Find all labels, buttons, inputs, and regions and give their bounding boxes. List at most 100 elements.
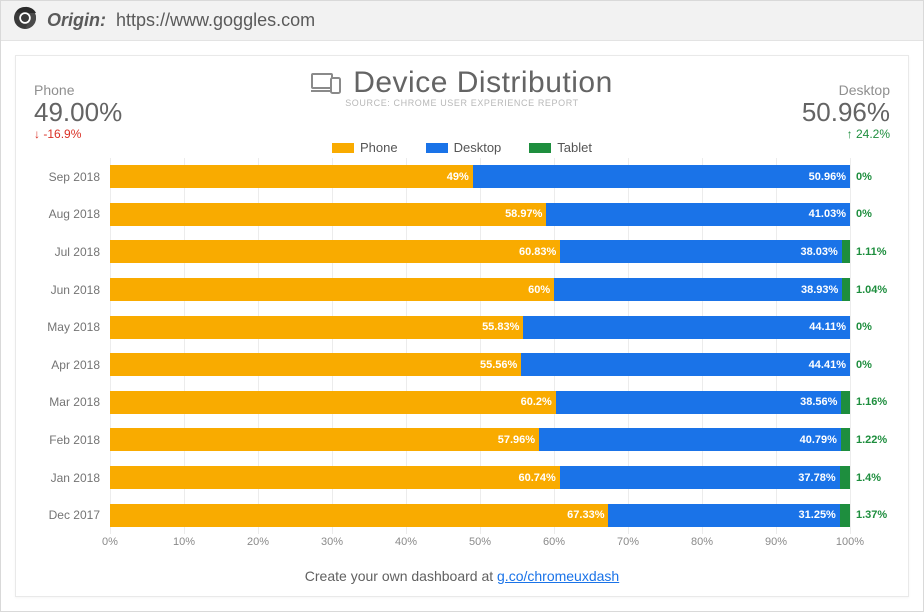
chart-rows: Sep 201849%50.96%0%Aug 201858.97%41.03%0… <box>34 158 890 534</box>
chart-row: Feb 201857.96%40.79%1.22% <box>34 425 890 455</box>
x-axis-scale: 0%10%20%30%40%50%60%70%80%90%100% <box>110 536 850 558</box>
bar-track: 58.97%41.03% <box>110 203 850 226</box>
x-tick: 20% <box>247 536 269 548</box>
x-tick: 60% <box>543 536 565 548</box>
legend-label: Tablet <box>557 140 592 155</box>
segment-phone: 55.56% <box>110 353 521 376</box>
row-label: Apr 2018 <box>34 358 110 372</box>
segment-phone: 67.33% <box>110 504 608 527</box>
tablet-value-label: 1.22% <box>850 434 890 446</box>
bar-track: 60%38.93% <box>110 278 850 301</box>
bar-track: 55.56%44.41% <box>110 353 850 376</box>
row-label: Jun 2018 <box>34 283 110 297</box>
report-frame: Origin: https://www.goggles.com Device D… <box>0 0 924 612</box>
legend-swatch <box>332 143 354 153</box>
legend-label: Desktop <box>454 140 502 155</box>
up-arrow-icon: ↑ <box>847 127 853 141</box>
bar-track: 67.33%31.25% <box>110 504 850 527</box>
summary-desktop-label: Desktop <box>730 82 890 98</box>
chart-row: Dec 201767.33%31.25%1.37% <box>34 500 890 530</box>
summary-phone-delta: ↓ -16.9% <box>34 127 194 141</box>
x-tick: 50% <box>469 536 491 548</box>
row-label: Mar 2018 <box>34 395 110 409</box>
row-label: Jul 2018 <box>34 245 110 259</box>
segment-phone: 60% <box>110 278 554 301</box>
chrome-icon <box>13 6 37 35</box>
chart-row: Jun 201860%38.93%1.04% <box>34 275 890 305</box>
row-label: May 2018 <box>34 320 110 334</box>
chart-row: Sep 201849%50.96%0% <box>34 162 890 192</box>
origin-label: Origin: <box>47 10 106 31</box>
summary-desktop-value: 50.96% <box>730 98 890 127</box>
legend-label: Phone <box>360 140 398 155</box>
footer-link[interactable]: g.co/chromeuxdash <box>497 568 619 584</box>
down-arrow-icon: ↓ <box>34 127 40 141</box>
chart-row: Jan 201860.74%37.78%1.4% <box>34 463 890 493</box>
x-tick: 80% <box>691 536 713 548</box>
segment-tablet <box>842 240 850 263</box>
card-title: Device Distribution <box>353 66 613 100</box>
segment-desktop: 40.79% <box>539 428 841 451</box>
chart-legend: Phone Desktop Tablet <box>34 140 890 156</box>
segment-desktop: 38.56% <box>556 391 842 414</box>
x-tick: 30% <box>321 536 343 548</box>
segment-desktop: 37.78% <box>560 466 840 489</box>
footer-text: Create your own dashboard at <box>305 568 497 584</box>
chart-row: Apr 201855.56%44.41%0% <box>34 350 890 380</box>
origin-url: https://www.goggles.com <box>116 10 315 31</box>
devices-icon <box>311 71 341 95</box>
tablet-value-label: 1.04% <box>850 284 890 296</box>
tablet-value-label: 1.37% <box>850 509 890 521</box>
card-header: Device Distribution SOURCE: CHROME USER … <box>34 66 890 158</box>
segment-phone: 58.97% <box>110 203 546 226</box>
segment-phone: 60.83% <box>110 240 560 263</box>
x-tick: 70% <box>617 536 639 548</box>
legend-swatch <box>426 143 448 153</box>
segment-tablet <box>841 391 850 414</box>
tablet-value-label: 0% <box>850 208 890 220</box>
segment-desktop: 31.25% <box>608 504 839 527</box>
origin-bar: Origin: https://www.goggles.com <box>1 1 923 41</box>
chart-row: Aug 201858.97%41.03%0% <box>34 199 890 229</box>
summary-phone: Phone 49.00% ↓ -16.9% <box>34 82 194 141</box>
summary-phone-label: Phone <box>34 82 194 98</box>
x-tick: 40% <box>395 536 417 548</box>
segment-tablet <box>841 428 850 451</box>
segment-phone: 60.74% <box>110 466 560 489</box>
chart-row: May 201855.83%44.11%0% <box>34 312 890 342</box>
card-footer: Create your own dashboard at g.co/chrome… <box>34 558 890 588</box>
legend-item: Tablet <box>529 140 592 155</box>
legend-item: Phone <box>332 140 398 155</box>
row-label: Sep 2018 <box>34 170 110 184</box>
device-distribution-card: Device Distribution SOURCE: CHROME USER … <box>15 55 909 597</box>
segment-tablet <box>840 466 850 489</box>
chart-row: Jul 201860.83%38.03%1.11% <box>34 237 890 267</box>
summary-phone-value: 49.00% <box>34 98 194 127</box>
x-tick: 90% <box>765 536 787 548</box>
tablet-value-label: 0% <box>850 171 890 183</box>
segment-phone: 49% <box>110 165 473 188</box>
segment-phone: 60.2% <box>110 391 556 414</box>
row-label: Aug 2018 <box>34 207 110 221</box>
tablet-value-label: 1.11% <box>850 246 890 258</box>
x-tick: 100% <box>836 536 864 548</box>
segment-phone: 57.96% <box>110 428 539 451</box>
tablet-value-label: 1.4% <box>850 472 890 484</box>
legend-item: Desktop <box>426 140 502 155</box>
tablet-value-label: 0% <box>850 359 890 371</box>
tablet-value-label: 1.16% <box>850 396 890 408</box>
bar-track: 55.83%44.11% <box>110 316 850 339</box>
segment-desktop: 38.93% <box>554 278 842 301</box>
segment-phone: 55.83% <box>110 316 523 339</box>
segment-desktop: 41.03% <box>546 203 850 226</box>
summary-desktop: Desktop 50.96% ↑ 24.2% <box>730 82 890 141</box>
x-axis: 0%10%20%30%40%50%60%70%80%90%100% <box>34 536 890 558</box>
tablet-value-label: 0% <box>850 321 890 333</box>
segment-tablet <box>842 278 850 301</box>
segment-desktop: 44.11% <box>523 316 850 339</box>
row-label: Dec 2017 <box>34 508 110 522</box>
legend-swatch <box>529 143 551 153</box>
x-tick: 10% <box>173 536 195 548</box>
stacked-bar-chart: Sep 201849%50.96%0%Aug 201858.97%41.03%0… <box>34 158 890 558</box>
bar-track: 60.2%38.56% <box>110 391 850 414</box>
